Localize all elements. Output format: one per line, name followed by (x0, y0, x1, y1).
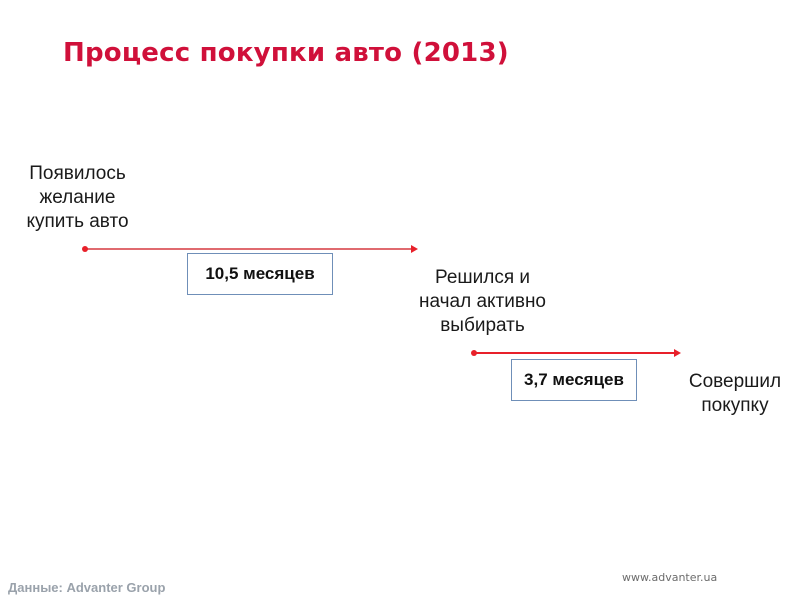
arrowhead-icon (674, 349, 681, 357)
arrowhead-icon (411, 245, 418, 253)
data-source-note: Данные: Advanter Group (8, 580, 166, 595)
stage-decided-active-search: Решился и начал активно выбирать (418, 267, 547, 336)
duration-box-10-5-months: 10,5 месяцев (187, 253, 333, 295)
arrow-decision-to-purchase (471, 349, 681, 357)
slide-title: Процесс покупки авто (2013) (63, 38, 509, 68)
start-dot-icon (82, 246, 88, 252)
duration-label: 10,5 месяцев (205, 264, 315, 283)
stage-desire-to-buy: Появилось желание купить авто (26, 163, 129, 232)
arrow-desire-to-decision (82, 245, 418, 253)
duration-label: 3,7 месяцев (524, 370, 624, 389)
start-dot-icon (471, 350, 477, 356)
duration-box-3-7-months: 3,7 месяцев (511, 359, 637, 401)
website-link[interactable]: www.advanter.ua (622, 571, 718, 584)
stage-purchase-made: Совершил покупку (688, 371, 782, 416)
